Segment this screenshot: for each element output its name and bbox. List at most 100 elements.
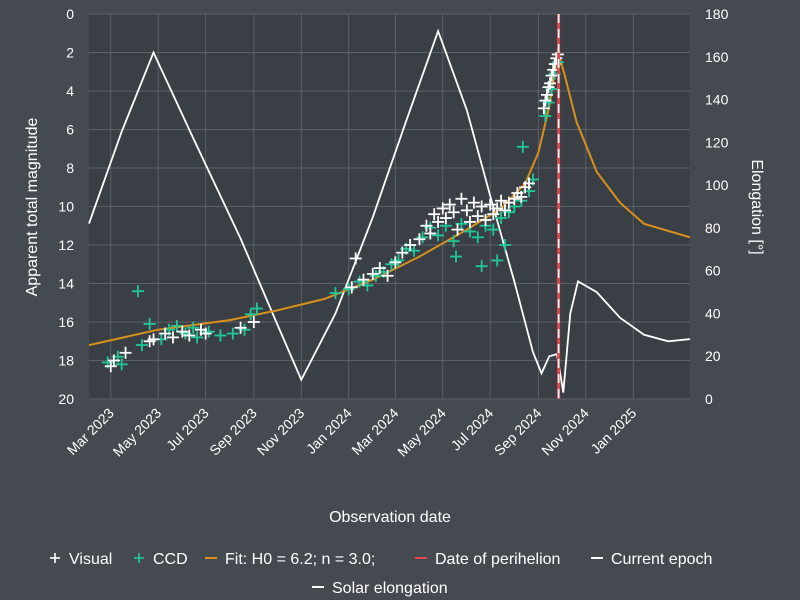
visual-point [537,102,550,115]
legend-label: Fit: H0 = 6.2; n = 3.0; [225,551,375,568]
legend-label: Solar elongation [332,580,448,597]
ccd-point [491,254,504,267]
y-right-tick-label: 120 [705,134,729,150]
y-right-tick-label: 40 [705,305,721,321]
x-tick-label: Sep 2023 [206,405,260,459]
y-axis-right-title: Elongation [°] [748,159,765,254]
visual-point [455,192,468,205]
ccd-point [170,319,183,332]
visual-point [515,190,528,203]
legend-item: Fit: H0 = 6.2; n = 3.0; [205,551,375,568]
visual-points [104,48,564,373]
ccd-point [498,239,511,251]
y-right-tick-label: 140 [705,92,729,108]
y-right-tick-label: 160 [705,49,729,65]
ccd-point [475,260,488,273]
visual-point [439,212,452,225]
visual-point [479,213,492,226]
x-tick-label: Mar 2023 [64,405,117,458]
ccd-point [449,250,462,263]
ccd-point [143,317,156,330]
left-axis-ticks: 0 2 4 6 8 10 12 14 16 18 20 [58,6,74,407]
visual-point [475,200,488,213]
visual-point [484,198,497,211]
fit-line [88,53,691,347]
x-tick-label: May 2024 [394,405,449,460]
visual-point [381,269,394,282]
y-right-tick-label: 0 [705,391,713,407]
y-left-tick-label: 18 [58,353,74,369]
visual-point [540,88,553,101]
legend-item: Date of perihelion [415,551,560,568]
visual-point [349,252,362,265]
x-tick-label: May 2023 [110,405,165,460]
x-tick-label: Nov 2024 [538,405,592,459]
ccd-point [214,329,227,342]
legend-label: CCD [153,551,188,568]
visual-point [166,331,179,344]
visual-point [107,354,120,367]
x-tick-label: Jul 2024 [448,405,497,454]
legend-label: Current epoch [611,551,712,568]
y-left-tick-label: 20 [58,391,74,407]
x-tick-label: Sep 2024 [491,405,545,459]
ccd-point [191,331,204,344]
y-right-tick-label: 80 [705,220,721,236]
y-left-tick-label: 16 [58,314,74,330]
ccd-point [471,231,484,244]
ccd-point [432,229,445,242]
visual-point [199,327,212,340]
visual-point [234,321,247,334]
visual-point [443,198,456,211]
ccd-point [329,287,342,300]
ccd-point [187,321,200,334]
visual-point [366,267,379,280]
legend-label: Date of perihelion [435,551,560,568]
visual-point [147,333,160,346]
y-left-tick-label: 10 [58,199,74,215]
solar-elongation-line [88,28,691,393]
y-left-tick-label: 6 [66,122,74,138]
visual-point [420,219,433,232]
ccd-point [250,302,263,315]
y-left-tick-label: 0 [66,6,74,22]
visual-point [345,281,358,294]
visual-point [119,346,132,359]
ccd-point [516,140,529,153]
legend-item: Solar elongation [312,580,448,597]
legend-item: CCD [134,551,188,568]
visual-point [373,262,386,275]
legend-item: Current epoch [591,551,712,568]
x-tick-label: Nov 2023 [254,405,308,459]
y-left-tick-label: 4 [66,83,74,99]
grid [89,13,690,400]
visual-point [491,202,504,215]
visual-point [460,204,473,217]
visual-point [495,194,508,207]
ccd-point [487,223,500,236]
visual-point [432,215,445,228]
visual-point [498,204,511,217]
ccd-point [244,308,257,321]
visual-point [413,233,426,246]
visual-point [404,239,417,251]
visual-point [539,94,552,107]
visual-point [428,208,441,221]
x-tick-label: Jan 2025 [587,405,639,457]
y-right-tick-label: 60 [705,263,721,279]
visual-point [463,215,476,228]
visual-point [436,202,449,215]
visual-point [396,246,409,259]
x-tick-label: Mar 2024 [348,405,401,458]
right-axis-ticks: 0 20 40 60 80 100 120 140 160 180 [705,6,729,407]
y-left-tick-label: 12 [58,237,74,253]
x-axis-title: Observation date [329,509,451,526]
visual-point [389,256,402,269]
y-axis-left-title: Apparent total magnitude [24,118,41,297]
visual-point [357,273,370,286]
ccd-point [226,327,239,340]
visual-point [159,327,172,340]
y-left-tick-label: 2 [66,45,74,61]
y-left-tick-label: 14 [58,276,74,292]
